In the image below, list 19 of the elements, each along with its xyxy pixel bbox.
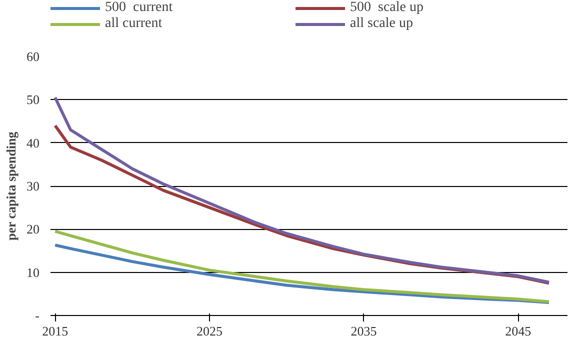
y-tick-label: 20 [26,222,40,237]
y-axis-title: per capita spending [4,131,18,241]
y-tick-label: 50 [26,92,40,108]
x-tick-label: 2025 [196,324,222,338]
line-series [54,96,550,284]
line-series [54,230,550,304]
y-tick-label: 10 [26,264,40,280]
y-tick-label: 30 [26,178,40,194]
legend-label: all scale up [350,16,414,32]
y-tick-label: - [35,308,40,323]
x-tick-label: 2035 [350,324,377,338]
x-tick-label: 2015 [42,324,68,338]
y-tick-label: 60 [26,49,40,64]
x-tick-label: 2045 [505,324,532,338]
line-series [54,244,550,304]
legend-label: 500 current [105,0,174,16]
legend-label: 500 scale up [350,0,424,16]
legend-label: all current [105,16,164,32]
y-tick-label: 40 [26,135,40,150]
